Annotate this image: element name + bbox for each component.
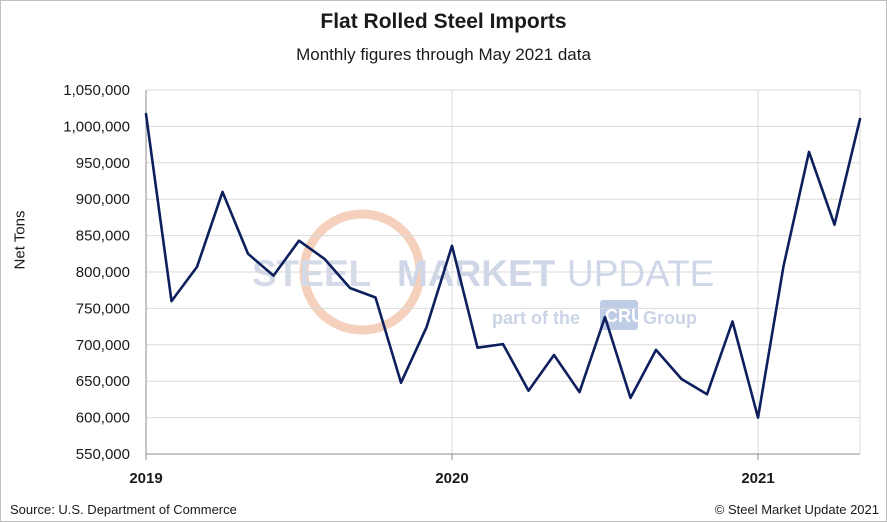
data-point-2020-01 — [450, 244, 454, 248]
data-point-2019-02 — [170, 299, 174, 303]
data-point-2020-02 — [476, 346, 480, 350]
copyright-note: © Steel Market Update 2021 — [714, 502, 879, 517]
data-point-2021-03 — [807, 150, 811, 154]
axes — [145, 90, 861, 460]
data-point-2019-07 — [297, 239, 301, 243]
data-point-2021-04 — [833, 223, 837, 227]
chart-subtitle: Monthly figures through May 2021 data — [296, 45, 591, 64]
y-tick-label: 850,000 — [76, 228, 130, 245]
series-line — [144, 112, 862, 419]
watermark-logo: STEEL MARKET UPDATE part of the CRU Grou… — [252, 209, 714, 335]
source-note: Source: U.S. Department of Commerce — [10, 502, 237, 517]
data-point-2020-11 — [705, 392, 709, 396]
y-tick-label: 950,000 — [76, 155, 130, 172]
data-point-2019-05 — [246, 252, 250, 256]
data-point-2019-03 — [195, 265, 199, 269]
data-point-2020-03 — [501, 342, 505, 346]
x-tick-label: 2021 — [741, 470, 774, 487]
data-point-2020-07 — [603, 315, 607, 319]
x-tick-label: 2020 — [435, 470, 468, 487]
x-tick-label: 2019 — [129, 470, 162, 487]
watermark-cru-text: CRU — [605, 306, 644, 326]
y-tick-label: 1,050,000 — [63, 82, 130, 99]
data-point-2020-09 — [654, 348, 658, 352]
y-tick-label: 650,000 — [76, 373, 130, 390]
watermark-group: Group — [643, 308, 697, 328]
y-tick-label: 1,000,000 — [63, 118, 130, 135]
y-axis-tick-labels: 550,000 600,000 650,000 700,000 750,000 800,0… — [63, 82, 130, 463]
series-imports — [144, 112, 862, 420]
data-point-2019-04 — [221, 190, 225, 194]
data-point-2020-12 — [731, 320, 735, 324]
chart-title: Flat Rolled Steel Imports — [320, 10, 567, 33]
data-point-2019-09 — [348, 286, 352, 290]
data-point-2020-08 — [629, 396, 633, 400]
watermark-part-of-the: part of the — [492, 308, 580, 328]
data-point-2019-08 — [323, 257, 327, 261]
data-point-2019-06 — [272, 274, 276, 278]
watermark-market: MARKET — [397, 253, 556, 294]
y-tick-label: 750,000 — [76, 300, 130, 317]
data-point-2020-05 — [552, 353, 556, 357]
watermark-cru-badge — [600, 300, 638, 330]
data-point-2021-02 — [782, 264, 786, 268]
y-tick-label: 600,000 — [76, 410, 130, 427]
data-point-2019-12 — [425, 325, 429, 329]
x-axis-tick-labels: 2019 2020 2021 — [129, 470, 774, 487]
data-point-2019-01 — [144, 112, 148, 116]
data-point-2021-05 — [858, 117, 862, 121]
watermark-update: UPDATE — [567, 253, 714, 294]
y-tick-label: 550,000 — [76, 446, 130, 463]
data-point-2021-01 — [756, 416, 760, 420]
y-tick-label: 900,000 — [76, 191, 130, 208]
data-point-2019-10 — [374, 296, 378, 300]
data-point-2019-11 — [399, 381, 403, 385]
y-axis-label: Net Tons — [11, 210, 29, 270]
y-tick-label: 700,000 — [76, 337, 130, 354]
data-point-2020-06 — [578, 390, 582, 394]
data-point-2020-10 — [680, 377, 684, 381]
data-point-2020-04 — [527, 389, 531, 393]
y-tick-label: 800,000 — [76, 264, 130, 281]
